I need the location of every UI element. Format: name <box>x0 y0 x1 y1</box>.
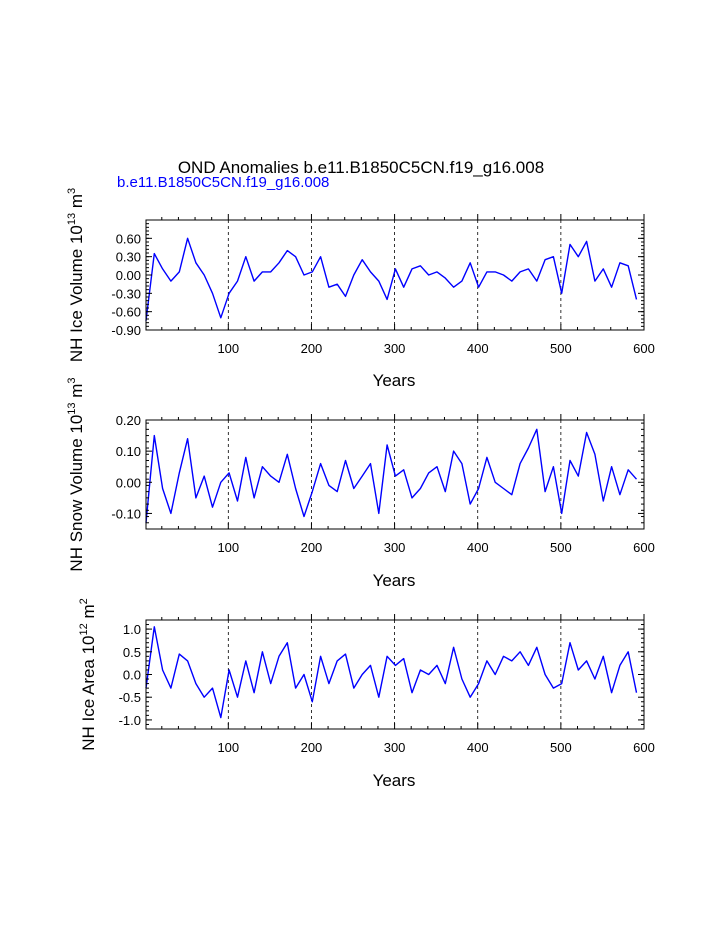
y-tick-label: 0.20 <box>116 413 141 428</box>
y-axis-label-part: NH Ice Volume 10 <box>67 225 86 362</box>
x-tick-label: 600 <box>633 341 655 356</box>
chart-ice-area: 100 200 300 400 500 600 -1.0 -0.5 0.0 0.5 1.0 Years… <box>78 598 655 790</box>
x-tick-label: 100 <box>217 740 239 755</box>
y-tick-label: 0.10 <box>116 444 141 459</box>
series-line <box>145 428 638 523</box>
x-tick-label: 300 <box>384 540 406 555</box>
y-axis-label-part: m <box>79 604 98 623</box>
y-axis-label-exponent: 3 <box>66 377 78 383</box>
chart-panels: 100 200 300 400 500 600 -0.90 -0.60 -0.30 0.00 0.3… <box>66 188 655 790</box>
x-tick-label: 200 <box>301 341 323 356</box>
x-axis-label: Years <box>373 771 416 790</box>
y-tick-label: 1.0 <box>123 622 141 637</box>
series-line <box>145 237 638 321</box>
x-tick-label: 500 <box>550 740 572 755</box>
x-tick-label: 100 <box>217 341 239 356</box>
y-axis-label-exponent: 13 <box>66 402 78 414</box>
y-tick-label: -0.5 <box>119 690 141 705</box>
x-tick-label: 200 <box>301 540 323 555</box>
x-tick-label: 400 <box>467 540 489 555</box>
y-axis-label-part: m <box>67 384 86 403</box>
y-axis-label: NH Snow Volume 1013 m3 <box>66 377 86 571</box>
y-tick-label: -0.90 <box>111 323 141 338</box>
x-tick-label: 500 <box>550 341 572 356</box>
y-axis-label-part: NH Snow Volume 10 <box>67 415 86 572</box>
x-tick-label: 600 <box>633 540 655 555</box>
plot-frame <box>145 219 645 331</box>
x-tick-label: 100 <box>217 540 239 555</box>
y-axis-label-exponent: 13 <box>66 213 78 225</box>
y-tick-label: 0.0 <box>123 668 141 683</box>
y-tick-label: -0.10 <box>111 506 141 521</box>
x-tick-label: 300 <box>384 341 406 356</box>
y-tick-label: -0.30 <box>111 286 141 301</box>
y-axis-label-exponent: 12 <box>78 623 90 635</box>
y-axis-label-exponent: 2 <box>78 598 90 604</box>
y-tick-label: 0.60 <box>116 231 141 246</box>
plot-frame <box>145 619 645 730</box>
y-axis-label-exponent: 3 <box>66 188 78 194</box>
y-tick-label: 0.5 <box>123 645 141 660</box>
x-tick-label: 300 <box>384 740 406 755</box>
chart-ice-volume: 100 200 300 400 500 600 -0.90 -0.60 -0.30 0.00 0.3… <box>66 188 655 390</box>
y-axis-label-part: NH Ice Area 10 <box>79 635 98 750</box>
series-line <box>145 626 638 719</box>
x-tick-label: 500 <box>550 540 572 555</box>
y-tick-label: 0.00 <box>116 475 141 490</box>
chart-snow-volume: 100 200 300 400 500 600 -0.10 0.00 0.10 0.20 Years… <box>66 377 655 590</box>
x-tick-label: 200 <box>301 740 323 755</box>
y-tick-label: 0.30 <box>116 250 141 265</box>
y-axis-label: NH Ice Volume 1013 m3 <box>66 188 86 362</box>
y-axis-label-part: m <box>67 194 86 213</box>
y-tick-label: -0.60 <box>111 305 141 320</box>
y-axis-label: NH Ice Area 1012 m2 <box>78 598 98 751</box>
y-tick-label: 0.00 <box>116 268 141 283</box>
x-axis-label: Years <box>373 371 416 390</box>
figure-title: OND Anomalies b.e11.B1850C5CN.f19_g16.00… <box>178 158 544 177</box>
x-axis-label: Years <box>373 571 416 590</box>
x-tick-label: 600 <box>633 740 655 755</box>
figure-subtitle: b.e11.B1850C5CN.f19_g16.008 <box>117 174 329 191</box>
x-tick-label: 400 <box>467 740 489 755</box>
x-tick-label: 400 <box>467 341 489 356</box>
y-tick-label: -1.0 <box>119 713 141 728</box>
